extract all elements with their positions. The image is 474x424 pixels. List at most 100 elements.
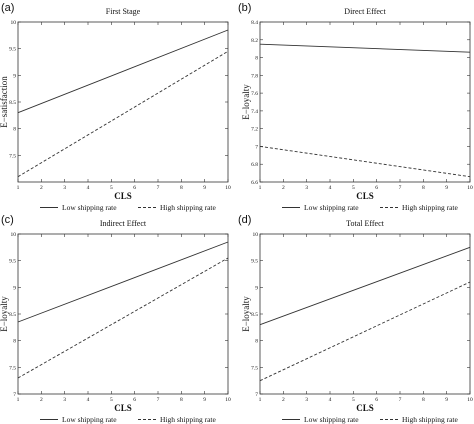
x-tick-label: 5 <box>110 185 113 191</box>
y-tick-label: 9.5 <box>9 259 16 265</box>
y-axis-label: E−loyalty <box>0 296 9 332</box>
x-tick-label: 1 <box>259 185 262 191</box>
x-axis-label: CLS <box>114 191 132 201</box>
y-tick-label: 7.5 <box>9 365 16 371</box>
y-tick-label: 8 <box>255 56 258 62</box>
x-axis-label: CLS <box>356 191 374 201</box>
y-tick-label: 7.8 <box>251 73 258 79</box>
plot-frame <box>17 233 229 395</box>
x-tick-label: 7 <box>157 397 160 403</box>
x-tick-label: 3 <box>305 397 308 403</box>
y-tick-label: 8.2 <box>251 38 258 44</box>
y-tick-label: 7.4 <box>251 109 258 115</box>
y-axis-label: E−loyalty <box>241 84 251 120</box>
x-tick-label: 6 <box>375 185 378 191</box>
series-line-low-shipping-rate <box>259 43 471 53</box>
y-tick-label: 10 <box>11 232 17 238</box>
legend-label: Low shipping rate <box>62 203 117 212</box>
y-tick-label: 8 <box>255 339 258 345</box>
x-tick-label: 10 <box>225 185 231 191</box>
y-tick-label: 10 <box>253 232 259 238</box>
y-tick-label: 7.5 <box>251 365 258 371</box>
x-tick-label: 9 <box>445 397 448 403</box>
chart-title: Indirect Effect <box>100 219 147 228</box>
series-line-high-shipping-rate <box>17 50 229 178</box>
y-tick-label: 9 <box>255 285 258 291</box>
y-tick-label: 7 <box>13 392 16 398</box>
y-tick-label: 8.5 <box>251 312 258 318</box>
x-tick-label: 10 <box>467 185 473 191</box>
x-tick-label: 6 <box>133 185 136 191</box>
y-tick-label: 7.5 <box>9 153 16 159</box>
legend-label: High shipping rate <box>402 203 458 212</box>
chart-title: Total Effect <box>346 219 384 228</box>
y-tick-label: 6.6 <box>251 180 258 186</box>
panel-label: (b) <box>238 2 251 14</box>
x-tick-label: 6 <box>375 397 378 403</box>
y-tick-label: 9.5 <box>9 47 16 53</box>
x-tick-label: 5 <box>110 397 113 403</box>
x-tick-label: 2 <box>40 185 43 191</box>
x-tick-label: 3 <box>63 397 66 403</box>
legend-label: Low shipping rate <box>304 415 359 424</box>
x-tick-label: 10 <box>467 397 473 403</box>
series-line-low-shipping-rate <box>259 246 471 326</box>
series-line-high-shipping-rate <box>17 257 229 379</box>
y-tick-label: 8.5 <box>9 312 16 318</box>
x-tick-label: 7 <box>399 185 402 191</box>
y-tick-label: 9 <box>13 285 16 291</box>
x-tick-label: 2 <box>282 185 285 191</box>
x-tick-label: 5 <box>352 397 355 403</box>
x-tick-label: 4 <box>87 397 90 403</box>
x-tick-label: 4 <box>329 397 332 403</box>
series-line-high-shipping-rate <box>259 281 471 382</box>
chart-panel-2: (b) Direct Effect 1 2 3 4 5 6 7 8 9 10 6.6 6.8 7 7.2 7.4… <box>238 2 473 212</box>
x-tick-label: 4 <box>87 185 90 191</box>
y-tick-label: 8 <box>13 339 16 345</box>
y-axis-label: E−satisfaction <box>0 76 9 128</box>
x-tick-label: 2 <box>282 397 285 403</box>
x-tick-label: 4 <box>329 185 332 191</box>
x-tick-label: 8 <box>180 397 183 403</box>
panel-label: (c) <box>1 214 14 226</box>
legend-label: Low shipping rate <box>304 203 359 212</box>
y-tick-label: 6.8 <box>251 162 258 168</box>
series-line-low-shipping-rate <box>17 241 229 323</box>
x-tick-label: 9 <box>203 397 206 403</box>
y-tick-label: 7.2 <box>251 127 258 133</box>
y-axis-label: E−loyalty <box>241 296 251 332</box>
chart-title: Direct Effect <box>344 7 386 16</box>
chart-panel-1: (a) First Stage 1 2 3 4 5 6 7 8 9 10 7.5 8 8.5 9 9.5 10 CL… <box>0 2 231 212</box>
series-line-low-shipping-rate <box>17 29 229 114</box>
y-tick-label: 8 <box>13 127 16 133</box>
x-tick-label: 8 <box>422 185 425 191</box>
y-tick-label: 10 <box>11 20 17 26</box>
plot-frame <box>259 233 471 395</box>
x-tick-label: 1 <box>259 397 262 403</box>
x-tick-label: 7 <box>399 397 402 403</box>
x-tick-label: 9 <box>203 185 206 191</box>
panel-label: (a) <box>1 2 14 14</box>
x-tick-label: 10 <box>225 397 231 403</box>
x-tick-label: 3 <box>305 185 308 191</box>
x-tick-label: 8 <box>422 397 425 403</box>
chart-title: First Stage <box>106 7 141 16</box>
x-tick-label: 2 <box>40 397 43 403</box>
x-tick-label: 6 <box>133 397 136 403</box>
y-tick-label: 9 <box>13 73 16 79</box>
panel-label: (d) <box>238 214 251 226</box>
y-tick-label: 7 <box>255 392 258 398</box>
x-tick-label: 5 <box>352 185 355 191</box>
x-tick-label: 8 <box>180 185 183 191</box>
legend-label: High shipping rate <box>160 203 216 212</box>
legend-label: Low shipping rate <box>62 415 117 424</box>
x-axis-label: CLS <box>114 403 132 413</box>
x-tick-label: 7 <box>157 185 160 191</box>
x-tick-label: 3 <box>63 185 66 191</box>
x-axis-label: CLS <box>356 403 374 413</box>
x-tick-label: 1 <box>17 185 20 191</box>
chart-panel-3: (c) Indirect Effect 1 2 3 4 5 6 7 8 9 10 7 7.5 8 8.5 9 9.… <box>0 214 231 424</box>
legend-label: High shipping rate <box>402 415 458 424</box>
y-tick-label: 7 <box>255 144 258 150</box>
